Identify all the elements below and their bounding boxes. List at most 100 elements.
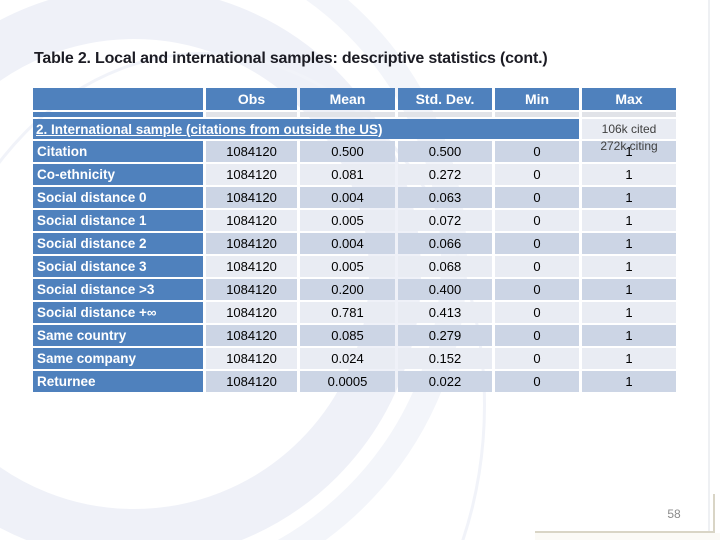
cell-min: 0 (495, 325, 579, 346)
column-header-std-dev: Std. Dev. (398, 88, 492, 110)
cell-std: 0.022 (398, 371, 492, 392)
table-row-citation: Citation 1084120 0.500 0.500 0 1 (33, 141, 676, 162)
cell-std: 0.413 (398, 302, 492, 323)
cell-max: 1 (582, 348, 676, 369)
spacer-cell (300, 112, 395, 117)
cell-max: 1 (582, 256, 676, 277)
cell-std: 0.072 (398, 210, 492, 231)
cell-max: 1 (582, 279, 676, 300)
cell-mean: 0.781 (300, 302, 395, 323)
cell-mean: 0.004 (300, 233, 395, 254)
cell-obs: 1084120 (206, 164, 297, 185)
cell-mean: 0.081 (300, 164, 395, 185)
table-row-social-distance-1: Social distance 1 1084120 0.005 0.072 0 … (33, 210, 676, 231)
table-section-header-row: 2. International sample (citations from … (33, 119, 676, 139)
cell-min: 0 (495, 371, 579, 392)
cell-min: 0 (495, 348, 579, 369)
table-row-social-distance-inf: Social distance +∞ 1084120 0.781 0.413 0… (33, 302, 676, 323)
cell-obs: 1084120 (206, 233, 297, 254)
cell-max: 1 (582, 141, 676, 162)
table-spacer-row (33, 112, 676, 117)
row-label: Social distance >3 (33, 279, 203, 300)
cell-max: 1 (582, 302, 676, 323)
cell-obs: 1084120 (206, 210, 297, 231)
cell-std: 0.272 (398, 164, 492, 185)
cell-min: 0 (495, 164, 579, 185)
slide-page-number: 58 (667, 507, 681, 521)
cell-std: 0.066 (398, 233, 492, 254)
row-label: Social distance +∞ (33, 302, 203, 323)
table-row-social-distance-3: Social distance 3 1084120 0.005 0.068 0 … (33, 256, 676, 277)
cell-max: 1 (582, 233, 676, 254)
cell-std: 0.279 (398, 325, 492, 346)
cell-max: 1 (582, 325, 676, 346)
cell-min: 0 (495, 279, 579, 300)
cell-obs: 1084120 (206, 348, 297, 369)
spacer-cell (582, 112, 676, 117)
table-row-social-distance-0: Social distance 0 1084120 0.004 0.063 0 … (33, 187, 676, 208)
cell-mean: 0.005 (300, 256, 395, 277)
slide-frame-bottom-line (535, 531, 714, 533)
cell-mean: 0.004 (300, 187, 395, 208)
slide-title: Table 2. Local and international samples… (34, 50, 548, 67)
cell-mean: 0.024 (300, 348, 395, 369)
cell-max: 1 (582, 164, 676, 185)
table-header-row: Obs Mean Std. Dev. Min Max (33, 88, 676, 110)
spacer-cell (206, 112, 297, 117)
column-header-obs: Obs (206, 88, 297, 110)
column-header-max: Max (582, 88, 676, 110)
cell-mean: 0.005 (300, 210, 395, 231)
row-label: Social distance 3 (33, 256, 203, 277)
cell-std: 0.400 (398, 279, 492, 300)
cell-min: 0 (495, 187, 579, 208)
cell-obs: 1084120 (206, 279, 297, 300)
table-row-returnee: Returnee 1084120 0.0005 0.022 0 1 (33, 371, 676, 392)
row-label: Same country (33, 325, 203, 346)
cell-mean: 0.200 (300, 279, 395, 300)
column-header-mean: Mean (300, 88, 395, 110)
cell-min: 0 (495, 302, 579, 323)
table-row-co-ethnicity: Co-ethnicity 1084120 0.081 0.272 0 1 (33, 164, 676, 185)
cell-obs: 1084120 (206, 371, 297, 392)
annotation-line-cited: 106k cited (601, 122, 657, 136)
row-label: Same company (33, 348, 203, 369)
cell-obs: 1084120 (206, 325, 297, 346)
cell-obs: 1084120 (206, 141, 297, 162)
descriptive-statistics-table: Obs Mean Std. Dev. Min Max 2. Internatio… (30, 86, 679, 394)
cell-max: 1 (582, 187, 676, 208)
section-header-label: 2. International sample (citations from … (33, 119, 579, 139)
cell-min: 0 (495, 256, 579, 277)
table-row-same-company: Same company 1084120 0.024 0.152 0 1 (33, 348, 676, 369)
cell-std: 0.068 (398, 256, 492, 277)
row-label: Social distance 0 (33, 187, 203, 208)
cell-obs: 1084120 (206, 256, 297, 277)
cell-max: 1 (582, 371, 676, 392)
cell-obs: 1084120 (206, 187, 297, 208)
slide-frame-right-line (713, 494, 715, 533)
cell-min: 0 (495, 233, 579, 254)
table-row-social-distance-2: Social distance 2 1084120 0.004 0.066 0 … (33, 233, 676, 254)
cell-max: 1 (582, 210, 676, 231)
row-label: Social distance 1 (33, 210, 203, 231)
column-header-min: Min (495, 88, 579, 110)
table-row-same-country: Same country 1084120 0.085 0.279 0 1 (33, 325, 676, 346)
cell-mean: 0.0005 (300, 371, 395, 392)
cell-mean: 0.085 (300, 325, 395, 346)
cell-std: 0.063 (398, 187, 492, 208)
citation-counts-annotation: 106k cited 272k citing (582, 121, 676, 155)
cell-mean: 0.500 (300, 141, 395, 162)
slide-right-edge-shading (708, 0, 710, 540)
cell-std: 0.500 (398, 141, 492, 162)
spacer-cell (495, 112, 579, 117)
spacer-cell (398, 112, 492, 117)
row-label: Citation (33, 141, 203, 162)
row-label: Social distance 2 (33, 233, 203, 254)
table-row-social-distance-gt3: Social distance >3 1084120 0.200 0.400 0… (33, 279, 676, 300)
spacer-cell (33, 112, 203, 117)
cell-obs: 1084120 (206, 302, 297, 323)
cell-min: 0 (495, 141, 579, 162)
column-header-blank (33, 88, 203, 110)
cell-std: 0.152 (398, 348, 492, 369)
annotation-line-citing: 272k citing (600, 139, 658, 153)
